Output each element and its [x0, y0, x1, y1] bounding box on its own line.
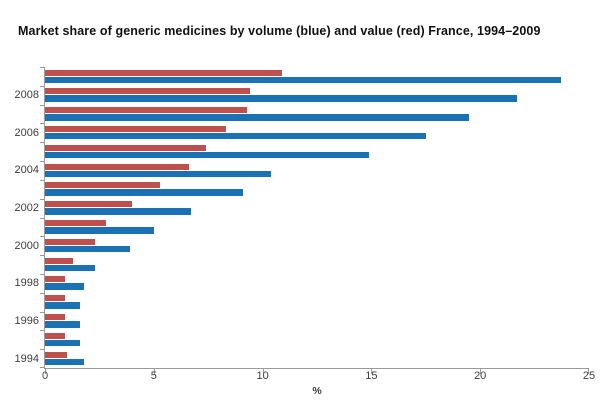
volume-bar-1999 [45, 264, 96, 272]
volume-bar-2003 [45, 189, 244, 196]
bar-row-2009 [45, 67, 589, 86]
volume-bar-1998 [45, 283, 85, 290]
bar-row-1995 [45, 330, 589, 349]
x-axis-tick [371, 369, 373, 374]
bar-row-2002 [45, 199, 589, 218]
y-axis-tick [40, 311, 45, 313]
bar-row-2007 [45, 105, 589, 124]
y-axis-tick [40, 217, 45, 219]
y-axis-tick [40, 179, 45, 181]
value-bar-1996 [45, 314, 65, 321]
x-axis-label-25: 25 [582, 370, 596, 382]
volume-bar-2005 [45, 151, 370, 159]
y-axis-label-1996: 1996 [14, 314, 39, 327]
chart-title: Market share of generic medicines by vol… [18, 24, 541, 38]
y-axis-label-1994: 1994 [14, 352, 39, 365]
y-axis-label-2002: 2002 [14, 202, 39, 215]
value-bar-2006 [45, 125, 226, 132]
bar-row-2003 [45, 180, 589, 199]
volume-bar-1994 [45, 358, 85, 366]
bar-row-1996 [45, 312, 589, 331]
value-bar-1995 [45, 332, 65, 339]
volume-bar-2000 [45, 245, 130, 253]
volume-bar-1995 [45, 339, 80, 347]
value-bar-1994 [45, 351, 67, 358]
value-bar-1997 [45, 295, 65, 302]
y-axis-label-2000: 2000 [14, 239, 39, 252]
volume-bar-1996 [45, 321, 80, 328]
y-axis-tick [40, 236, 45, 238]
bar-row-2006 [45, 123, 589, 142]
bar-row-1994 [45, 349, 589, 368]
bar-row-2001 [45, 218, 589, 237]
volume-bar-2001 [45, 227, 154, 234]
bar-row-1997 [45, 293, 589, 312]
value-bar-2008 [45, 88, 250, 95]
y-axis-tick [40, 330, 45, 332]
bar-row-2008 [45, 86, 589, 105]
value-bar-2002 [45, 201, 133, 208]
y-axis-tick [40, 273, 45, 275]
y-axis-tick [40, 255, 45, 257]
volume-bar-2006 [45, 132, 426, 140]
y-axis-tick [40, 292, 45, 294]
value-bar-2004 [45, 163, 189, 170]
value-bar-2000 [45, 238, 96, 245]
y-axis-tick [40, 367, 45, 368]
volume-bar-2007 [45, 114, 470, 121]
volume-bar-2009 [45, 76, 561, 83]
y-axis-label-2004: 2004 [14, 164, 39, 177]
x-axis-tick [480, 369, 482, 374]
value-bar-2009 [45, 69, 283, 76]
x-axis-label-0: 0 [41, 370, 49, 382]
y-axis-tick [40, 198, 45, 200]
volume-bar-2004 [45, 170, 272, 178]
x-axis-title: % [312, 385, 322, 397]
value-bar-1999 [45, 257, 74, 264]
y-axis-tick [40, 85, 45, 87]
volume-bar-1997 [45, 302, 80, 309]
volume-bar-2008 [45, 95, 518, 102]
y-axis-tick [40, 161, 45, 163]
y-axis-tick [40, 349, 45, 351]
x-axis-label-15: 15 [365, 370, 378, 382]
value-bar-2005 [45, 144, 207, 151]
volume-bar-2002 [45, 208, 191, 215]
x-axis-tick [153, 369, 155, 374]
bar-row-2000 [45, 236, 589, 255]
bar-row-2005 [45, 142, 589, 161]
y-axis-tick [40, 67, 45, 68]
y-axis-label-2006: 2006 [14, 126, 39, 139]
x-axis-tick [262, 369, 264, 374]
x-axis-label-20: 20 [474, 370, 487, 382]
value-bar-2007 [45, 107, 248, 114]
x-axis-tick [588, 369, 589, 374]
y-axis-tick [40, 104, 45, 106]
value-bar-2003 [45, 182, 161, 189]
bar-row-1998 [45, 274, 589, 293]
y-axis-tick [40, 123, 45, 125]
plot-area: % 2008 2006 2004 2002 2000 1998 1996 1994 0 5 10 15… [15, 67, 595, 397]
value-bar-2001 [45, 220, 106, 226]
bar-row-1999 [45, 255, 589, 274]
bar-row-2004 [45, 161, 589, 180]
y-axis-label-2008: 2008 [14, 89, 39, 102]
y-axis-label-1998: 1998 [14, 277, 39, 290]
value-bar-1998 [45, 276, 65, 283]
y-axis-tick [40, 142, 45, 144]
x-axis-label-5: 5 [150, 370, 157, 382]
x-axis-tick [45, 369, 46, 374]
x-axis-label-10: 10 [256, 370, 269, 382]
